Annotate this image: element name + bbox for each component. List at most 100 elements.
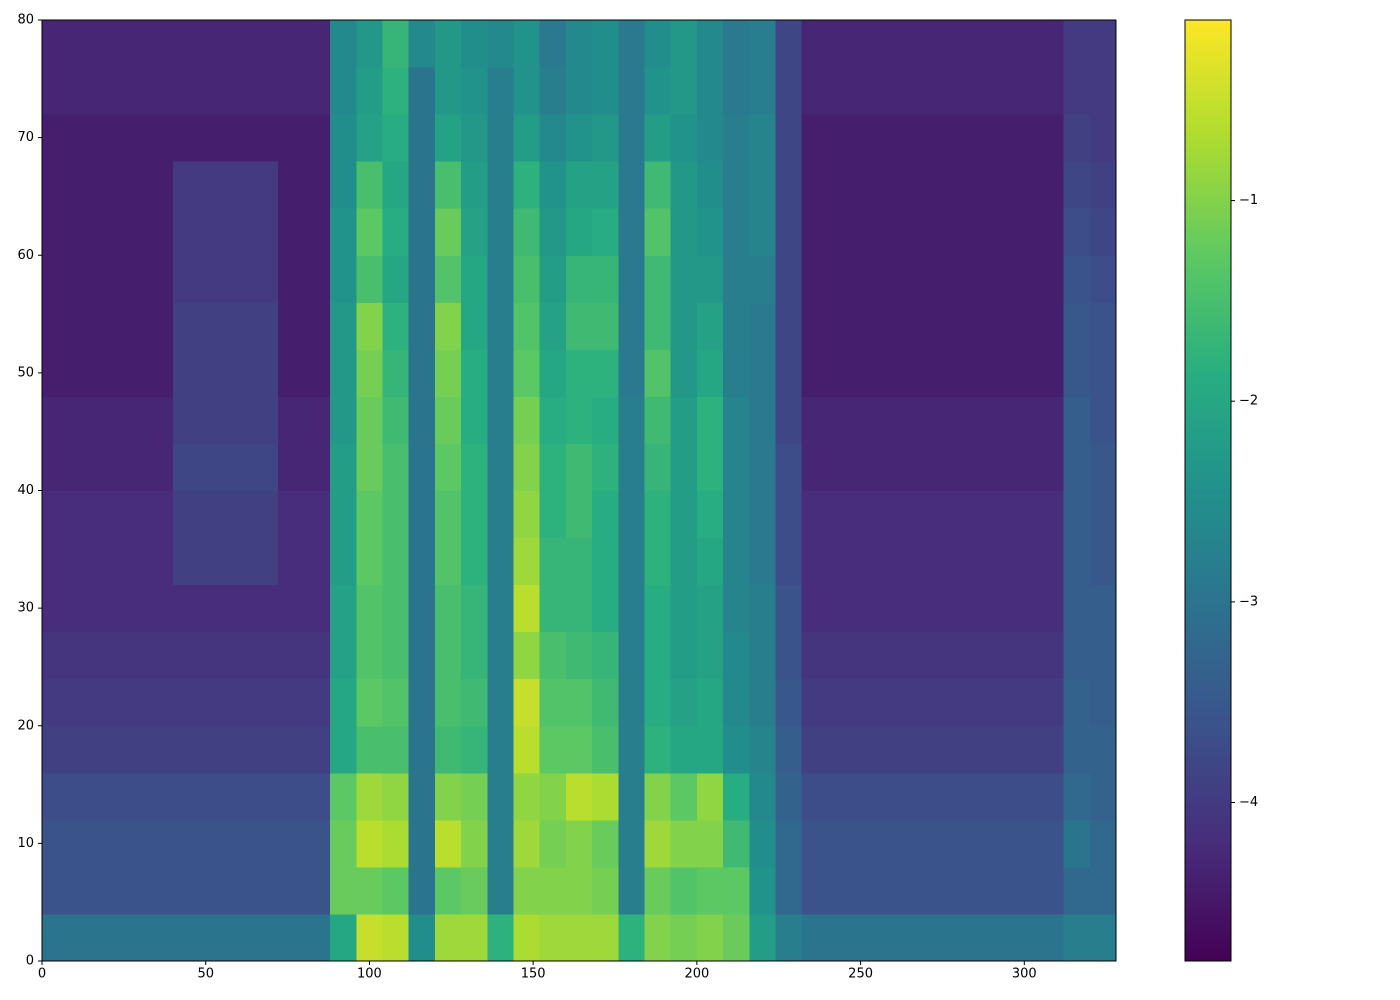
cell <box>408 819 436 868</box>
cell <box>539 255 567 303</box>
cell <box>251 67 279 115</box>
cell <box>120 490 148 539</box>
x-tick-label: 100 <box>357 967 382 982</box>
cell <box>539 20 567 68</box>
x-tick-label: 250 <box>848 967 873 982</box>
cell <box>42 631 69 680</box>
cell <box>696 725 724 774</box>
cell <box>408 490 436 539</box>
cell <box>906 772 934 821</box>
cell <box>146 913 174 962</box>
cell <box>801 255 829 303</box>
cell <box>670 443 698 491</box>
x-tick-label: 200 <box>684 967 709 982</box>
cell <box>906 396 934 444</box>
cell <box>408 302 436 350</box>
cell <box>68 490 95 539</box>
cell <box>958 20 986 68</box>
cell <box>854 114 881 162</box>
cell <box>94 114 122 162</box>
cell <box>906 255 934 303</box>
cell <box>94 678 122 727</box>
cell <box>172 819 200 868</box>
cell <box>225 772 253 821</box>
cell <box>827 772 855 821</box>
cell <box>277 537 305 586</box>
cell <box>199 678 226 727</box>
cell <box>408 396 436 444</box>
cell <box>303 396 331 444</box>
cell <box>932 631 960 680</box>
cell <box>277 20 305 68</box>
cell <box>827 349 855 397</box>
cell <box>906 490 934 539</box>
cell <box>880 725 907 774</box>
cell <box>225 725 253 774</box>
cell <box>644 67 672 115</box>
cell <box>985 819 1012 868</box>
cell <box>696 537 724 586</box>
cell <box>68 772 95 821</box>
y-tick-label: 0 <box>26 954 34 969</box>
cell <box>120 302 148 350</box>
cell <box>303 67 331 115</box>
cell <box>958 819 986 868</box>
cell <box>906 866 934 915</box>
cell <box>382 349 410 397</box>
cell <box>539 396 567 444</box>
cell <box>723 161 750 209</box>
cell <box>618 537 645 586</box>
cell <box>696 255 724 303</box>
cell <box>225 114 253 162</box>
cell <box>932 208 960 256</box>
cell <box>225 866 253 915</box>
cell <box>356 443 384 491</box>
x-tick-label: 150 <box>521 967 546 982</box>
cell <box>277 443 305 491</box>
cell <box>696 208 724 256</box>
cell <box>1011 349 1038 397</box>
cell <box>42 819 69 868</box>
cell <box>854 725 881 774</box>
cell <box>356 349 384 397</box>
cell <box>1037 396 1065 444</box>
cell <box>670 678 698 727</box>
cell <box>985 67 1012 115</box>
cell <box>461 396 488 444</box>
cell <box>906 725 934 774</box>
cell <box>172 866 200 915</box>
cell <box>461 67 488 115</box>
cell <box>854 20 881 68</box>
cell <box>408 772 436 821</box>
cell <box>775 67 803 115</box>
cell <box>827 631 855 680</box>
cell <box>1037 161 1065 209</box>
cell <box>1063 631 1091 680</box>
cell <box>382 255 410 303</box>
cell <box>487 772 515 821</box>
cell <box>513 678 541 727</box>
cell <box>461 913 488 962</box>
cell <box>1089 349 1117 397</box>
cell <box>330 819 357 868</box>
cell <box>487 584 515 633</box>
cell <box>513 584 541 633</box>
cell <box>199 255 226 303</box>
cell <box>880 20 907 68</box>
cell <box>1011 396 1038 444</box>
cell <box>775 819 803 868</box>
cell <box>434 67 462 115</box>
cell <box>749 537 776 586</box>
cell <box>958 255 986 303</box>
cell <box>775 725 803 774</box>
cell <box>1089 161 1117 209</box>
cell <box>958 114 986 162</box>
cell <box>854 537 881 586</box>
cell <box>120 866 148 915</box>
cell <box>775 255 803 303</box>
cell <box>251 913 279 962</box>
cell <box>330 443 357 491</box>
cell <box>251 772 279 821</box>
cell <box>303 631 331 680</box>
cell <box>958 631 986 680</box>
